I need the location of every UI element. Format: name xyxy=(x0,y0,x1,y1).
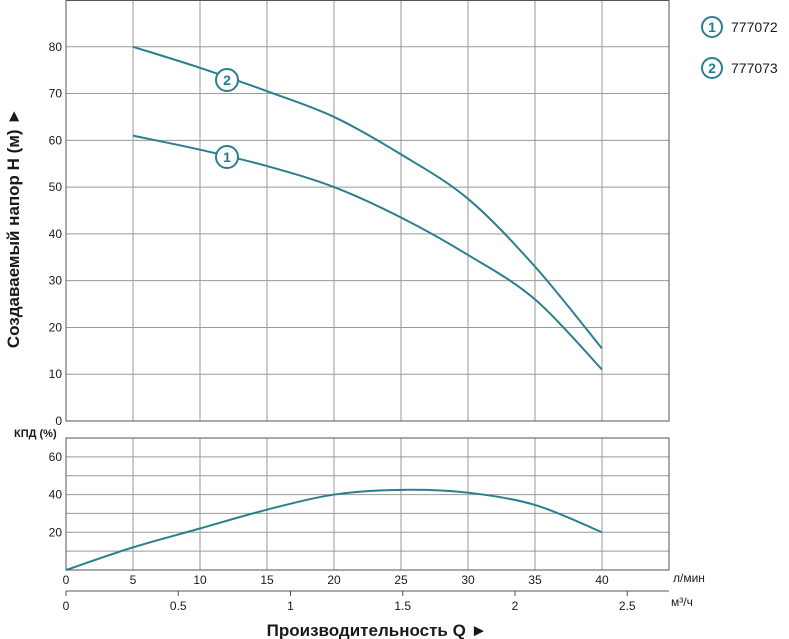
curve-marker-1-text: 1 xyxy=(223,149,231,165)
legend-label-1: 777072 xyxy=(731,19,778,35)
head-y-tick-label: 80 xyxy=(49,40,63,54)
lpm-tick-label: 20 xyxy=(327,573,341,587)
head-curve-2 xyxy=(132,45,603,350)
curve-marker-1: 1 xyxy=(215,145,239,169)
head-y-tick-label: 0 xyxy=(55,414,62,428)
x-axis-title: Производительность Q ► xyxy=(267,621,488,639)
lpm-unit-label: л/мин xyxy=(673,571,705,585)
lpm-tick-label: 10 xyxy=(193,573,207,587)
legend-item-2: 2 777073 xyxy=(701,57,778,79)
head-chart-frame xyxy=(65,0,670,422)
efficiency-curve xyxy=(65,488,603,571)
m3h-tick-label: 2.5 xyxy=(619,599,636,613)
lpm-tick-label: 25 xyxy=(394,573,408,587)
legend-marker-1 xyxy=(701,16,723,38)
legend: 1 777072 2 777073 xyxy=(701,16,778,79)
m3h-tick-label: 2 xyxy=(512,599,519,613)
curve-marker-2-circle xyxy=(215,68,239,92)
lpm-tick-label: 35 xyxy=(528,573,542,587)
head-curve-1 xyxy=(132,134,603,371)
curve-marker-2-text: 2 xyxy=(223,72,231,88)
head-axis-title: Создаваемый напор H (м) ► xyxy=(4,108,23,348)
efficiency-y-tick-label: 60 xyxy=(49,450,63,464)
head-y-tick-label: 20 xyxy=(49,320,63,334)
legend-item-1: 1 777072 xyxy=(701,16,778,38)
efficiency-axis-title: КПД (%) xyxy=(14,428,57,440)
lpm-tick-label: 0 xyxy=(63,573,70,587)
lpm-tick-label: 15 xyxy=(260,573,274,587)
curves xyxy=(65,45,603,571)
legend-marker-1-text: 1 xyxy=(708,19,716,35)
head-y-tick-label: 10 xyxy=(49,367,63,381)
head-y-tick-label: 50 xyxy=(49,180,63,194)
lpm-tick-label: 5 xyxy=(130,573,137,587)
lpm-tick-label: 40 xyxy=(595,573,609,587)
head-chart-grid xyxy=(66,0,669,421)
curve-marker-1-circle xyxy=(215,145,239,169)
m3h-tick-label: 0.5 xyxy=(170,599,187,613)
head-y-tick-label: 70 xyxy=(49,87,63,101)
m3h-tick-label: 1 xyxy=(287,599,294,613)
lpm-tick-label: 30 xyxy=(461,573,475,587)
efficiency-chart-frame xyxy=(65,437,670,571)
efficiency-chart-grid xyxy=(66,438,669,570)
m3h-tick-label: 0 xyxy=(63,599,70,613)
m3h-tick-label: 1.5 xyxy=(394,599,411,613)
legend-marker-2-text: 2 xyxy=(708,60,716,76)
m3h-unit-label: м³/ч xyxy=(671,595,693,609)
legend-label-2: 777073 xyxy=(731,60,778,76)
head-y-tick-label: 40 xyxy=(49,227,63,241)
curve-marker-2: 2 xyxy=(215,68,239,92)
efficiency-y-tick-label: 40 xyxy=(49,488,63,502)
legend-marker-2 xyxy=(701,57,723,79)
head-y-tick-label: 30 xyxy=(49,274,63,288)
head-y-tick-label: 60 xyxy=(49,133,63,147)
efficiency-y-tick-label: 20 xyxy=(49,525,63,539)
